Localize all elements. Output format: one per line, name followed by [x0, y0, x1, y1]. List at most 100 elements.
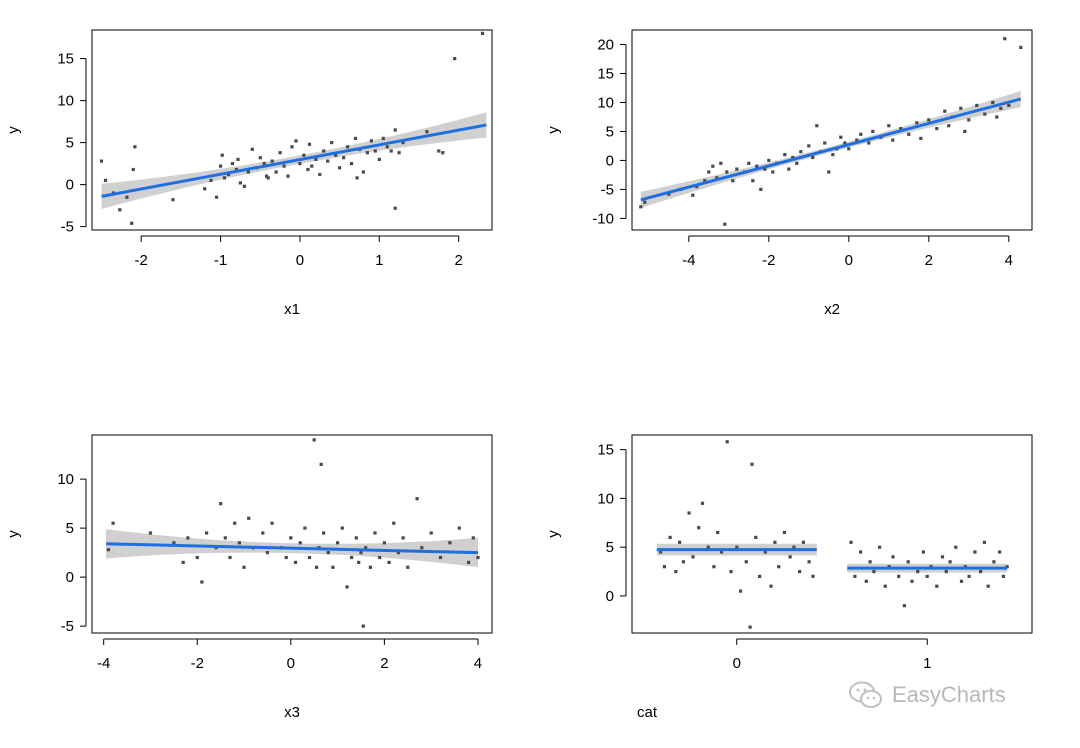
data-point: [331, 565, 335, 569]
data-point: [759, 187, 763, 191]
data-point: [270, 159, 274, 163]
data-point: [377, 157, 381, 161]
data-point: [839, 135, 843, 139]
data-point: [219, 164, 223, 168]
data-point: [678, 540, 682, 544]
data-point: [315, 565, 319, 569]
data-point: [807, 144, 811, 148]
data-point: [181, 560, 185, 564]
data-point: [706, 545, 710, 549]
data-point: [476, 555, 480, 560]
data-point: [927, 118, 931, 122]
data-point: [200, 580, 204, 584]
data-point: [349, 162, 354, 166]
data-point: [298, 162, 302, 166]
data-point: [274, 170, 278, 174]
data-point: [359, 551, 363, 555]
chart-panel-x3: -4 -2 0 2 4 x3 -5 0 5 10 y: [5, 434, 493, 721]
data-point: [823, 141, 827, 145]
data-point: [739, 589, 743, 593]
y-tick-label: -5: [601, 181, 614, 198]
x-tick-label: -2: [762, 252, 775, 269]
data-point: [1019, 45, 1023, 49]
watermark-text: EasyCharts: [892, 682, 1006, 707]
data-point: [480, 31, 485, 35]
data-point: [406, 565, 410, 569]
data-point: [172, 541, 176, 545]
data-point: [750, 462, 754, 466]
data-point: [437, 149, 441, 153]
data-point: [967, 574, 971, 578]
data-point: [935, 584, 939, 588]
data-point: [959, 579, 964, 583]
x-axis-title: x2: [824, 301, 840, 318]
data-point: [891, 555, 895, 559]
x-tick-label: 2: [380, 655, 388, 672]
data-point: [729, 570, 733, 574]
data-point: [807, 560, 811, 564]
data-point: [725, 440, 729, 444]
data-point: [827, 170, 831, 174]
plot-frame: [631, 29, 1033, 231]
data-point: [871, 129, 875, 133]
data-point: [674, 570, 678, 574]
data-point: [769, 584, 773, 588]
y-tick-label: 5: [66, 520, 74, 537]
data-point: [662, 565, 666, 569]
fit-line: [640, 97, 1022, 202]
data-point: [448, 541, 452, 545]
plot-frame: [91, 434, 493, 634]
data-point: [319, 462, 323, 466]
data-point: [872, 570, 876, 574]
chart-panel-x2: -4 -2 0 2 4 x2 -10 -5 0 5 10 15 20 y: [545, 29, 1033, 318]
data-point: [334, 153, 338, 157]
data-point: [897, 574, 901, 578]
y-tick-label: 15: [597, 442, 614, 459]
data-point: [795, 161, 799, 165]
data-point: [393, 206, 397, 210]
data-point: [707, 170, 711, 174]
data-point: [385, 145, 389, 149]
data-point: [867, 141, 871, 145]
data-point: [369, 139, 373, 143]
data-point: [998, 550, 1002, 554]
data-point: [387, 560, 391, 564]
data-point: [899, 127, 903, 131]
y-axis-title: y: [545, 126, 562, 134]
data-point: [777, 565, 781, 569]
data-point: [223, 536, 227, 540]
x-tick-label: -4: [682, 252, 695, 269]
data-point: [389, 149, 393, 153]
data-point: [357, 560, 361, 564]
data-point: [925, 574, 929, 578]
x-tick-label: -2: [135, 252, 148, 269]
data-point: [891, 138, 895, 142]
data-point: [944, 570, 948, 574]
data-point: [209, 178, 213, 182]
data-point: [453, 57, 457, 61]
data-point: [220, 153, 224, 157]
y-axis-title: y: [5, 530, 22, 538]
data-point: [906, 560, 910, 564]
data-point: [230, 162, 235, 166]
data-point: [228, 555, 232, 560]
data-point: [342, 156, 346, 160]
data-point: [975, 103, 979, 107]
x-axis-title: x3: [284, 704, 300, 721]
data-point: [687, 511, 691, 515]
data-point: [711, 164, 715, 168]
data-point: [289, 536, 293, 540]
y-tick-label: 10: [597, 94, 614, 111]
data-point: [659, 550, 663, 554]
data-point: [963, 129, 967, 133]
x-tick-label: 1: [923, 655, 931, 672]
fit-line: [105, 542, 479, 555]
data-point: [148, 531, 153, 535]
data-point: [773, 540, 777, 544]
data-point: [681, 560, 685, 564]
data-point: [265, 174, 269, 178]
data-point: [792, 545, 796, 549]
data-point: [336, 541, 340, 545]
data-point: [361, 624, 365, 628]
